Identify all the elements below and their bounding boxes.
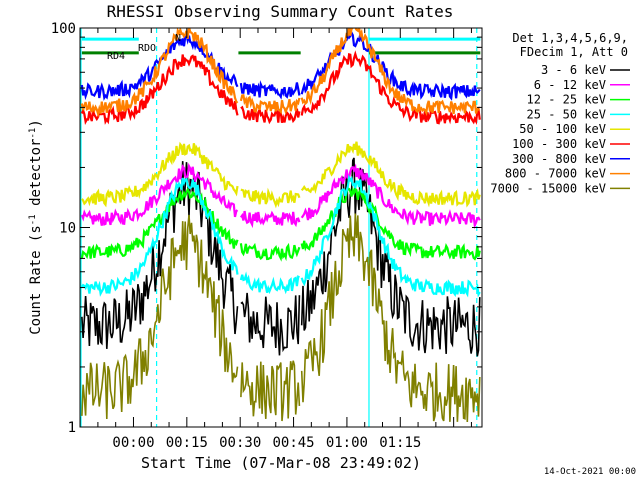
y-tick-label: 100 xyxy=(51,21,76,37)
series-line xyxy=(81,161,239,349)
legend-label: 800 - 7000 keV xyxy=(505,167,606,181)
series-line xyxy=(300,163,481,230)
series-line xyxy=(239,242,301,262)
chart-title: RHESSI Observing Summary Count Rates xyxy=(107,2,454,21)
x-axis: 00:00 00:15 00:30 00:45 01:00 01:15 xyxy=(79,28,472,451)
annotation-label: N xyxy=(175,33,181,44)
series-line xyxy=(240,292,301,356)
x-tick-label: 00:15 xyxy=(166,435,208,451)
legend-label: 12 - 25 keV xyxy=(527,93,606,107)
legend-label: 100 - 300 keV xyxy=(512,137,606,151)
x-tick-label: 00:00 xyxy=(112,435,154,451)
series-line xyxy=(80,54,239,125)
footer-date: 14-Oct-2021 00:00 xyxy=(544,467,636,477)
legend-label: 7000 - 15000 keV xyxy=(490,181,606,195)
legend-header-line: Det 1,3,4,5,6,9, xyxy=(512,31,628,45)
series-line xyxy=(300,28,481,117)
series-line xyxy=(239,80,301,100)
series-line xyxy=(300,157,481,357)
y-axis-label: Count Rate (s-1 detector-1) xyxy=(28,119,44,335)
y-axis: 1 10 100 xyxy=(51,21,482,436)
annotation-label: RD4 xyxy=(107,51,125,62)
series-line xyxy=(300,213,481,423)
y-tick-label: 1 xyxy=(68,420,76,436)
series-line xyxy=(240,187,301,209)
series-line xyxy=(239,210,301,229)
legend-label: 300 - 800 keV xyxy=(512,152,606,166)
legend-label: 3 - 6 keV xyxy=(541,63,606,77)
annotation-label: RDO xyxy=(138,43,156,54)
series-line xyxy=(80,28,239,119)
series-line xyxy=(240,360,301,422)
series-line xyxy=(300,141,481,208)
y-tick-label: 10 xyxy=(59,221,76,237)
series-line xyxy=(300,174,481,298)
series-line xyxy=(80,177,239,297)
legend-header-line: FDecim 1, Att 0 xyxy=(520,45,628,59)
x-tick-label: 01:15 xyxy=(379,435,421,451)
legend-header: Det 1,3,4,5,6,9,FDecim 1, Att 0 xyxy=(512,31,628,59)
x-tick-label: 00:30 xyxy=(219,435,261,451)
legend-label: 6 - 12 keV xyxy=(534,78,606,92)
legend-label: 25 - 50 keV xyxy=(527,107,606,121)
series-line xyxy=(81,214,239,420)
x-tick-label: 01:00 xyxy=(326,435,368,451)
series-line xyxy=(300,50,481,126)
series-lines xyxy=(80,28,481,423)
legend-label: 50 - 100 keV xyxy=(519,122,606,136)
series-line xyxy=(300,186,481,261)
series-line xyxy=(80,162,239,226)
x-tick-label: 00:45 xyxy=(272,435,314,451)
annotations: RD4 RDO N xyxy=(107,33,181,62)
series-line xyxy=(81,141,239,208)
series-line xyxy=(239,94,301,115)
series-line xyxy=(239,271,300,295)
state-segments xyxy=(81,37,481,55)
x-axis-label: Start Time (07-Mar-08 23:49:02) xyxy=(141,454,421,472)
series-line xyxy=(240,105,301,125)
